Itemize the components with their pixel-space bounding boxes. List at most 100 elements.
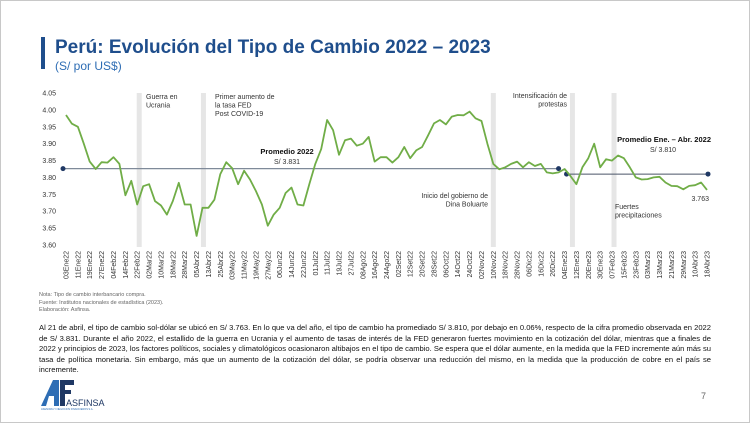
credit-line: Elaboración: Asfinsa. [39,307,91,313]
y-tick-label: 3.85 [42,158,56,165]
x-tick-label: 14Feb22 [123,251,130,279]
event-annotation: Intensificación de [513,93,567,100]
x-tick-label: 11May22 [242,251,249,279]
y-tick-label: 3.70 [42,209,56,216]
source-line: Fuente: Institutos nacionales de estadís… [39,299,164,306]
x-tick-label: 24Oct22 [467,251,474,278]
x-tick-label: 15Feb23 [621,251,628,279]
x-tick-label: 05Abr22 [194,251,201,278]
x-tick-label: 07Feb23 [610,251,617,279]
x-tick-label: 10Abr23 [693,251,700,278]
x-tick-label: 25Abr22 [218,251,225,278]
event-band [490,93,496,247]
event-annotation: protestas [538,102,567,109]
average-2022-end-dot [556,166,562,172]
event-annotation: Primer aumento de [215,94,275,101]
event-annotation: Ucrania [146,103,170,110]
x-tick-label: 04Feb22 [111,251,118,279]
average-2023-end-dot [705,171,711,177]
x-tick-label: 12Ene23 [574,251,581,279]
x-tick-label: 04Ene23 [562,251,569,279]
svg-text:ASFINSA: ASFINSA [66,398,105,408]
commentary-paragraph: Al 21 de abril, el tipo de cambio sol-dó… [39,323,711,374]
event-annotation: precipitaciones [615,213,662,220]
title-accent-bar [41,37,45,69]
x-tick-label: 16Dic22 [538,251,545,277]
x-tick-label: 28Set22 [431,251,438,277]
x-tick-label: 22Jun22 [301,251,308,278]
x-tick-label: 03May22 [230,251,237,280]
page-subtitle: (S/ por US$) [55,59,122,73]
event-annotation: Post COVID-19 [215,111,263,118]
x-tick-label: 13Abr22 [206,251,213,278]
exchange-rate-series-line [65,110,708,237]
x-tick-label: 18Nov22 [503,251,510,279]
note-line: Nota: Tipo de cambio interbancario compr… [39,292,146,298]
event-annotation: Fuertes [615,204,639,211]
event-annotation: Inicio del gobierno de [421,193,488,200]
x-tick-label: 11Ene22 [75,251,82,279]
y-tick-label: 3.80 [42,175,56,182]
y-tick-label: 3.65 [42,226,56,233]
x-tick-label: 19May22 [253,251,260,280]
page-title: Perú: Evolución del Tipo de Cambio 2022 … [55,37,491,58]
x-tick-label: 20Ene23 [586,251,593,279]
x-tick-label: 14Jun22 [289,251,296,278]
event-band [611,93,617,247]
exchange-rate-chart: 4.05 4.00 3.95 3.90 3.85 3.80 3.75 3.70 3.65 3.60… [42,91,712,280]
x-tick-label: 21Mar23 [669,251,676,279]
y-tick-label: 3.95 [42,124,56,131]
x-tick-label: 20Set22 [420,251,427,277]
y-tick-label: 4.05 [42,91,56,98]
x-tick-label: 23Feb23 [633,251,640,279]
x-tick-label: 28Mar22 [182,251,189,279]
x-tick-label: 08Ago22 [360,251,367,279]
y-tick-label: 4.00 [42,107,56,114]
x-tick-label: 26Dic22 [550,251,557,277]
x-tick-label: 02Set22 [396,251,403,277]
event-band [136,93,142,247]
event-annotation: Guerra en [146,94,178,101]
x-tick-label: 18Abr23 [705,251,712,278]
x-tick-label: 06Jun22 [277,251,284,278]
last-value-label: 3.763 [691,196,709,203]
average-2022-value: S/ 3.831 [274,159,300,166]
x-tick-label: 14Oct22 [455,251,462,278]
x-tick-label: 06Dic22 [526,251,533,277]
x-tick-label: 12Set22 [408,251,415,277]
x-tick-label: 10Nov22 [491,251,498,279]
x-tick-label: 24Ago22 [384,251,391,279]
x-tick-label: 16Ago22 [372,251,379,279]
average-2022-label: Promedio 2022 [260,147,313,156]
x-tick-label: 01Jul22 [313,251,320,276]
x-tick-label: 02Nov22 [479,251,486,279]
x-tick-label: 03Ene22 [64,251,71,279]
x-tick-label: 22Feb22 [135,251,142,279]
x-tick-label: 28Nov22 [515,251,522,279]
y-tick-label: 3.75 [42,192,56,199]
svg-text:ASESORIA Y NEGOCIOS FINANCIERO: ASESORIA Y NEGOCIOS FINANCIEROS S.A. [41,408,94,410]
event-band [569,93,575,247]
x-tick-label: 02Mar22 [147,251,154,279]
x-tick-label: 27Ene22 [99,251,106,279]
x-tick-label: 27May22 [265,251,272,280]
x-tick-label: 11Jul22 [325,251,332,275]
x-tick-label: 06Oct22 [443,251,450,278]
x-tick-label: 27Jul22 [348,251,355,276]
x-tick-label: 30Ene23 [598,251,605,279]
x-tick-label: 03Mar23 [645,251,652,279]
x-tick-label: 10Mar22 [158,251,165,279]
average-2023-value: S/ 3.810 [650,147,676,154]
x-tick-label: 13Mar23 [657,251,664,279]
event-band [200,93,206,247]
x-tick-label: 18Mar22 [170,251,177,279]
x-tick-label: 19Ene22 [87,251,94,279]
chart-notes: Nota: Tipo de cambio interbancario compr… [39,292,163,315]
y-tick-label: 3.60 [42,243,56,250]
event-annotation: la tasa FED [215,103,252,110]
asfinsa-logo: ASFINSA ASESORIA Y NEGOCIOS FINANCIEROS … [39,376,119,415]
average-2022-start-dot [60,166,66,172]
x-tick-label: 19Jul22 [337,251,344,276]
page-number: 7 [701,391,707,401]
